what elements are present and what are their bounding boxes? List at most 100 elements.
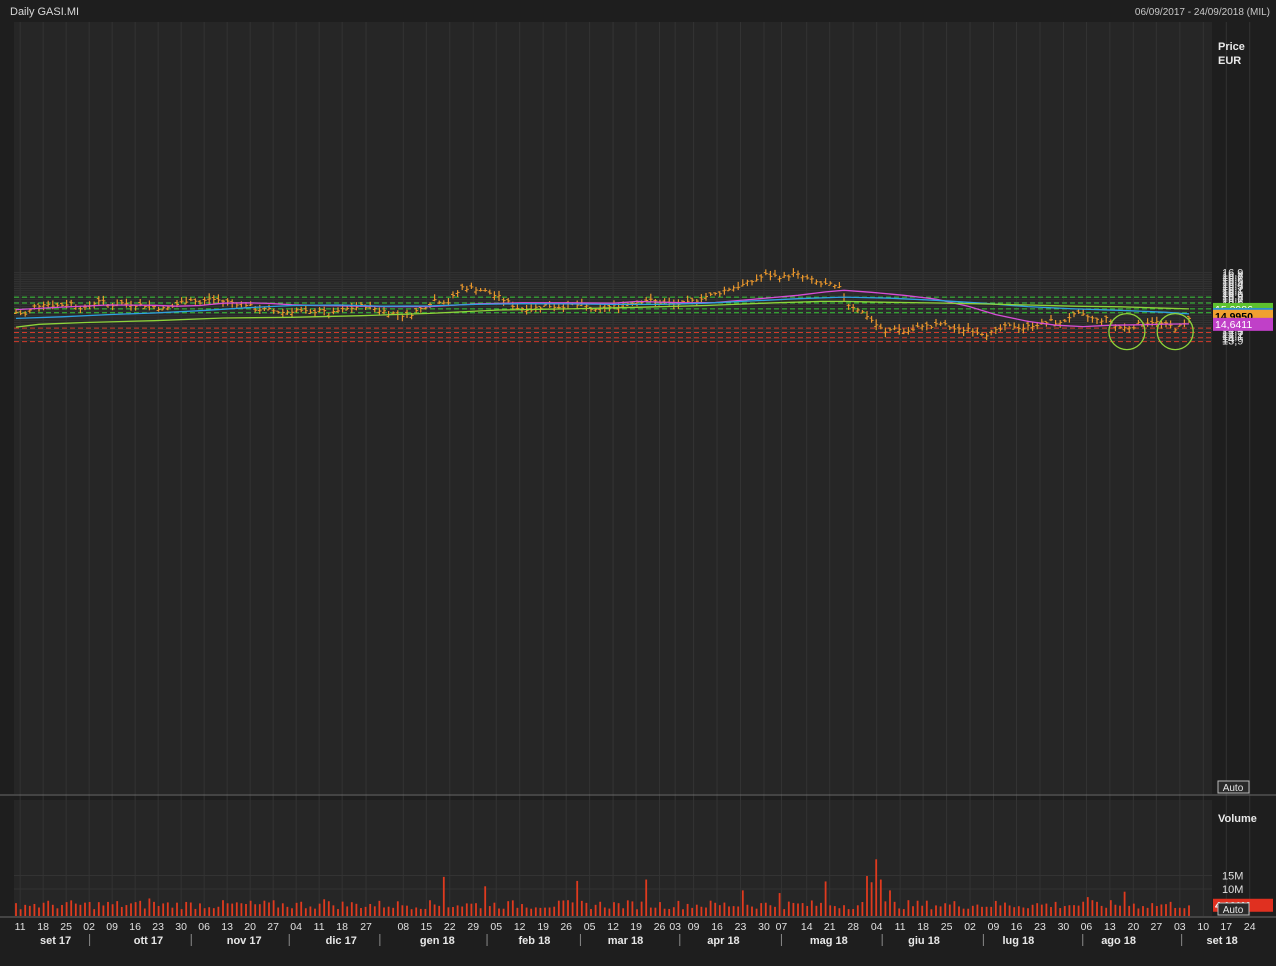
price-tick-label: 16,1 [1222,286,1243,298]
day-tick-label: 17 [1220,921,1232,933]
day-tick-label: 19 [630,921,642,933]
day-tick-label: 20 [1127,921,1139,933]
day-tick-label: 09 [106,921,118,933]
grid [14,22,1251,916]
day-tick-label: 16 [129,921,141,933]
day-tick-label: 27 [1150,921,1162,933]
month-tick-label: mar 18 [608,935,643,947]
day-tick-label: 19 [537,921,549,933]
price-tick-label: 14 [1222,333,1235,345]
price-tick-label: 16,8 [1222,270,1243,282]
volume-auto-scale-label: Auto [1223,905,1244,916]
day-tick-label: 09 [988,921,1000,933]
day-tick-label: 28 [847,921,859,933]
price-tick-label: 15,8 [1222,293,1243,305]
day-tick-label: 27 [360,921,372,933]
moving-average-line [15,296,1190,320]
day-tick-label: 23 [152,921,164,933]
day-tick-label: 15 [420,921,432,933]
month-tick-label: mag 18 [810,935,848,947]
day-tick-label: 14 [801,921,813,933]
day-tick-label: 26 [560,921,572,933]
day-tick-label: 10 [1197,921,1209,933]
month-tick-label: nov 17 [227,935,262,947]
moving-average-line [15,289,1190,328]
day-tick-label: 13 [1104,921,1116,933]
price-tick-label: 16,7 [1222,272,1243,284]
day-tick-label: 24 [1244,921,1256,933]
price-value-badge-label: 14,6411 [1215,319,1252,331]
day-tick-label: 22 [444,921,456,933]
month-tick-label: giu 18 [908,935,940,947]
price-axis-title: Price [1218,41,1245,53]
day-tick-label: 29 [467,921,479,933]
price-tick-label: 16,6 [1222,274,1243,286]
chart-title: Daily GASI.MI [10,6,79,18]
day-tick-label: 18 [917,921,929,933]
highlight-circle [1108,312,1146,351]
day-tick-label: 12 [514,921,526,933]
price-value-badge [1213,317,1273,331]
price-tick-label: 13,9 [1222,336,1243,348]
day-tick-label: 23 [735,921,747,933]
day-tick-label: 02 [964,921,976,933]
day-tick-label: 06 [198,921,210,933]
day-tick-label: 09 [688,921,700,933]
highlight-circles [1108,312,1194,351]
day-tick-label: 02 [83,921,95,933]
month-tick-label: set 18 [1207,935,1238,947]
day-tick-label: 21 [824,921,836,933]
day-tick-label: 16 [1011,921,1023,933]
day-tick-label: 23 [1034,921,1046,933]
volume-bars [15,859,1190,916]
day-tick-label: 03 [1174,921,1186,933]
day-tick-label: 16 [711,921,723,933]
day-tick-label: 18 [37,921,49,933]
date-range: 06/09/2017 - 24/09/2018 (MIL) [1135,7,1270,18]
day-tick-label: 27 [267,921,279,933]
day-tick-label: 30 [175,921,187,933]
day-tick-label: 08 [397,921,409,933]
axes: 16,916,816,716,616,516,416,316,216,11615… [15,268,1273,947]
price-auto-scale-button[interactable] [1217,780,1250,794]
price-auto-scale-label: Auto [1223,783,1244,794]
volume-axis-title: Volume [1218,813,1257,825]
day-tick-label: 20 [244,921,256,933]
day-tick-label: 30 [1058,921,1070,933]
month-tick-label: gen 18 [420,935,455,947]
day-tick-label: 05 [584,921,596,933]
day-tick-label: 06 [1081,921,1093,933]
price-tick-label: 16,9 [1222,268,1243,280]
price-tick-label: 16 [1222,288,1234,300]
day-tick-label: 05 [490,921,502,933]
price-tick-label: 16,3 [1222,281,1243,293]
day-tick-label: 25 [941,921,953,933]
day-tick-label: 07 [776,921,788,933]
month-tick-label: dic 17 [326,935,357,947]
day-tick-label: 12 [607,921,619,933]
day-tick-label: 18 [336,921,348,933]
price-tick-label: 16,2 [1222,283,1243,295]
day-tick-label: 30 [758,921,770,933]
volume-auto-scale-button[interactable] [1217,902,1250,916]
moving-averages [15,289,1190,328]
price-axis-unit: EUR [1218,55,1241,67]
volume-tick-label: 15M [1222,871,1243,883]
highlight-circle [1156,312,1194,351]
volume-tick-label: 10M [1222,884,1243,896]
day-tick-label: 11 [314,921,325,933]
price-tick-label: 16,4 [1222,279,1243,291]
day-tick-label: 03 [669,921,681,933]
price-tick-label: 14,2 [1222,329,1243,341]
day-tick-label: 11 [895,921,906,933]
month-tick-label: set 17 [40,935,71,947]
month-tick-label: ott 17 [134,935,163,947]
month-tick-label: ago 18 [1101,935,1136,947]
day-tick-label: 04 [290,921,302,933]
month-tick-label: feb 18 [519,935,551,947]
day-tick-label: 11 [15,921,26,933]
month-tick-label: lug 18 [1002,935,1034,947]
day-tick-label: 13 [221,921,233,933]
month-tick-label: apr 18 [707,935,739,947]
